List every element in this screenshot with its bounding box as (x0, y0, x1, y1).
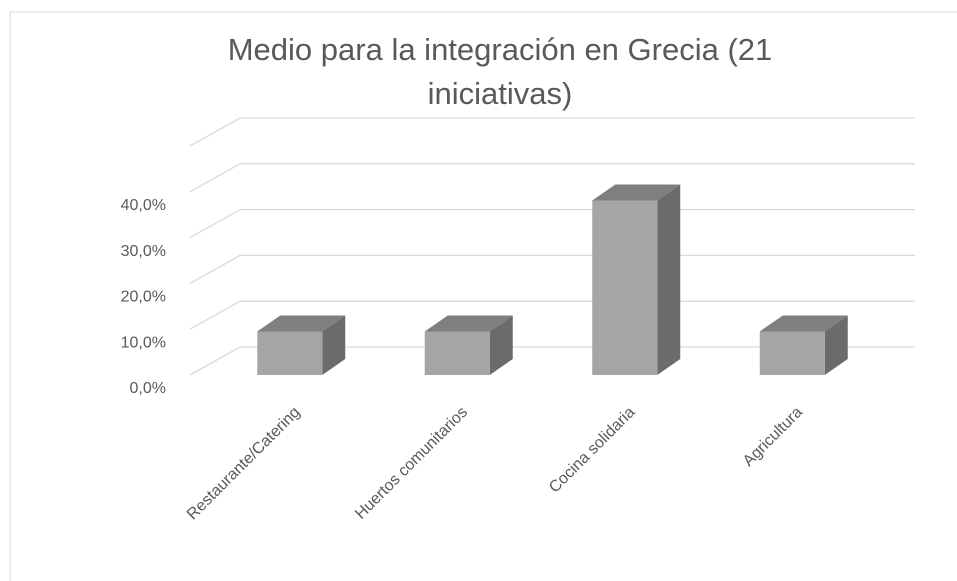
bar-top (257, 315, 346, 332)
bar-top (759, 315, 848, 332)
y-tick-label: 40,0% (121, 197, 166, 214)
bar-side (489, 315, 513, 375)
x-tick-label: Huertos comunitarios (352, 404, 471, 523)
x-tick-label: Agricultura (740, 404, 806, 470)
y-tick-label: 20,0% (121, 289, 166, 306)
bar-side (824, 315, 848, 375)
x-tick-label: Cocina solidaria (546, 404, 639, 497)
chart-title: Medio para la integración en Grecia (21 … (227, 32, 773, 111)
chart-border (9, 11, 957, 581)
grid-line (189, 208, 915, 239)
x-tick-label: Restaurante/Catering (184, 404, 304, 524)
grid-line (189, 117, 915, 147)
grid-line (189, 346, 915, 376)
y-tick-label: 0,0% (130, 380, 166, 397)
grid-line (189, 300, 915, 330)
bar (592, 200, 658, 375)
bar-top (592, 184, 681, 201)
bar-side (322, 315, 346, 375)
grid-line (189, 163, 915, 193)
bar-side (657, 184, 681, 375)
y-tick-label: 30,0% (121, 243, 166, 260)
bar-top (424, 315, 513, 332)
y-tick-label: 10,0% (121, 334, 166, 351)
grid-line (189, 254, 915, 284)
bar (424, 331, 490, 375)
bar (759, 331, 825, 375)
bar (257, 331, 323, 375)
